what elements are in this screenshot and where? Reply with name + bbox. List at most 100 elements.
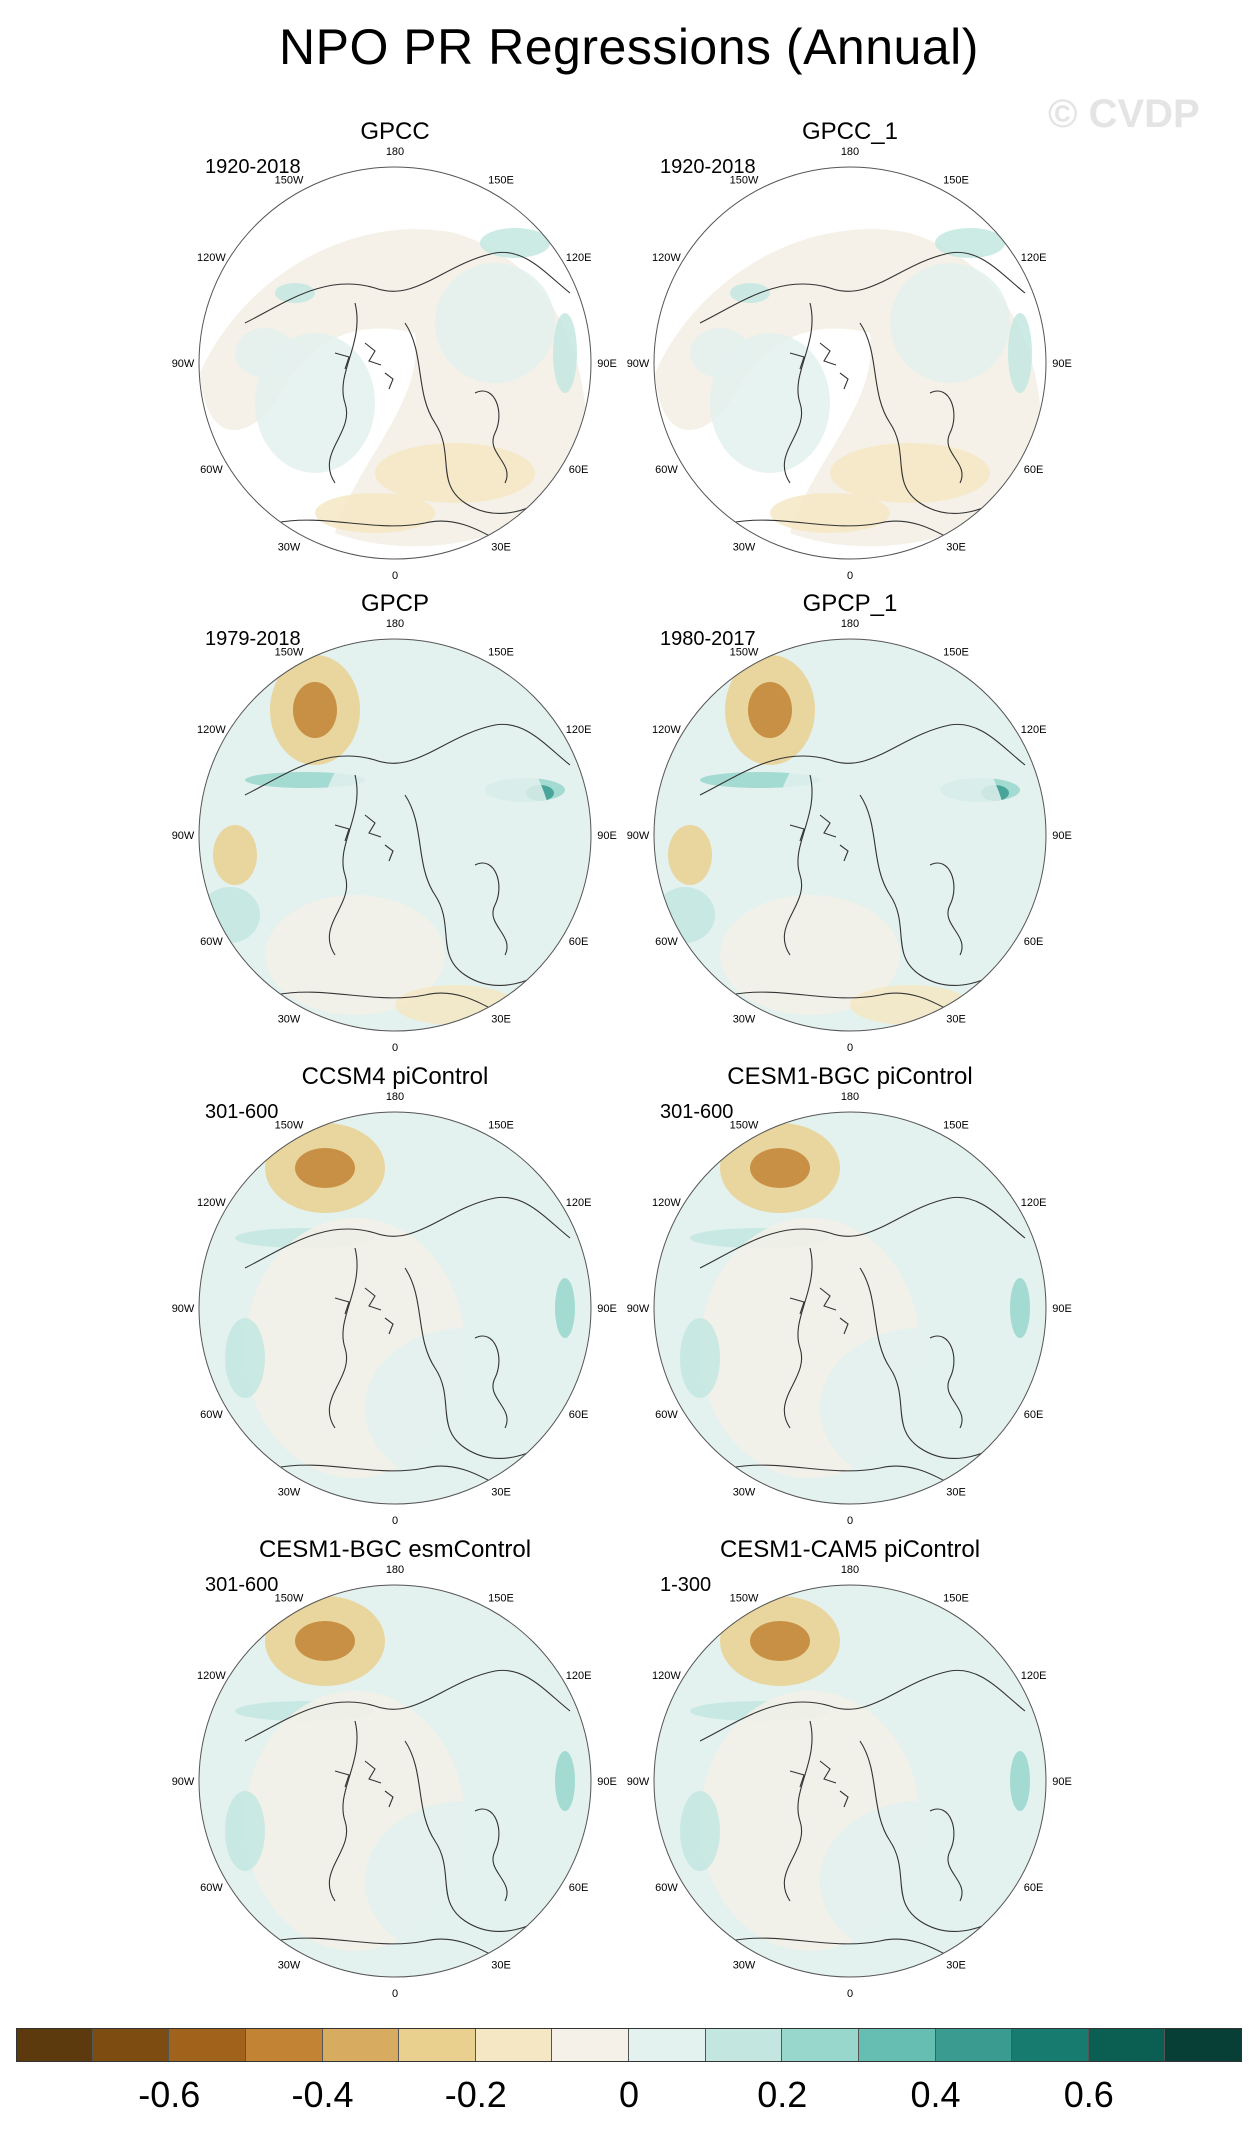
map-panel: GPCC_1 1920-2018 180 150E 120E 90E 60E 30E 0 30W 6…	[627, 118, 1210, 588]
map-boundary	[653, 1111, 1047, 1505]
longitude-label: 150W	[275, 1592, 304, 1604]
colorbar-segment	[935, 2028, 1013, 2062]
longitude-label: 150E	[488, 174, 514, 186]
anomaly-region	[668, 825, 712, 885]
longitude-label: 30E	[946, 542, 966, 554]
longitude-label: 30E	[491, 1487, 511, 1499]
anomaly-region	[820, 1801, 1020, 1961]
coastline	[404, 1267, 566, 1459]
panel-title: CESM1-BGC esmControl	[258, 1536, 532, 1563]
anomaly-region	[293, 682, 337, 738]
anomaly-region	[365, 1328, 565, 1488]
panel-period: 1-300	[660, 1574, 712, 1596]
longitude-label: 150W	[275, 646, 304, 658]
longitude-label: 60E	[1024, 936, 1044, 948]
longitude-label: 60W	[200, 936, 223, 948]
coastline	[334, 814, 394, 862]
longitude-label: 150E	[488, 1119, 514, 1131]
map-boundary	[198, 1584, 592, 1978]
panel-title: GPCP_1	[802, 590, 898, 617]
colorbar-tick-label: -0.2	[444, 2074, 507, 2115]
colorbar-tick-label: 0.6	[1063, 2074, 1114, 2115]
longitude-label: 30W	[733, 1487, 756, 1499]
longitude-label: 0	[847, 1042, 853, 1054]
longitude-label: 30E	[946, 1960, 966, 1972]
anomaly-region	[690, 328, 750, 378]
coastline	[328, 302, 358, 484]
coastline	[328, 1247, 358, 1429]
coastline	[699, 723, 1026, 796]
anomaly-region	[730, 283, 770, 303]
longitude-label: 60W	[655, 464, 678, 476]
longitude-label: 120W	[652, 724, 681, 736]
coastline	[328, 774, 358, 956]
anomaly-region	[265, 895, 445, 1015]
longitude-label: 120E	[566, 724, 592, 736]
longitude-label: 90W	[627, 1776, 650, 1788]
longitude-label: 90E	[1052, 1776, 1072, 1788]
anomaly-region	[435, 263, 555, 383]
map-boundary	[198, 1111, 592, 1505]
panel-title: CESM1-CAM5 piControl	[719, 1536, 981, 1563]
anomaly-region	[225, 1791, 265, 1871]
longitude-label: 180	[841, 146, 859, 158]
polar-map: 180 150E 120E 90E 60E 30E 0 30W 60W 90W 120W 150W	[172, 618, 617, 1054]
longitude-label: 90W	[172, 358, 195, 370]
longitude-label: 120E	[1021, 252, 1047, 264]
longitude-label: 90W	[172, 830, 195, 842]
colorbar-segment	[1165, 2028, 1242, 2062]
longitude-label: 150E	[488, 646, 514, 658]
polar-map: 180 150E 120E 90E 60E 30E 0 30W 60W 90W 120W 150W	[627, 146, 1072, 582]
coastline	[929, 1335, 963, 1429]
colorbar-segment	[399, 2028, 476, 2062]
anomaly-region	[385, 1168, 565, 1248]
anomaly-region	[680, 1791, 720, 1871]
map-panel: CCSM4 piControl 301-600 180 150E 120E 90E 60E 3…	[172, 1063, 755, 1533]
colorbar-segment	[1088, 2028, 1166, 2062]
longitude-label: 30W	[733, 1014, 756, 1026]
longitude-label: 120E	[1021, 724, 1047, 736]
coastline	[783, 774, 813, 956]
colorbar-segment	[629, 2028, 706, 2062]
longitude-label: 120E	[566, 1197, 592, 1209]
coastline	[859, 1740, 1021, 1932]
polar-map: 180 150E 120E 90E 60E 30E 0 30W 60W 90W 120W 150W	[627, 618, 1072, 1054]
longitude-label: 0	[847, 570, 853, 582]
longitude-label: 180	[841, 1564, 859, 1576]
panel-title: CCSM4 piControl	[301, 1063, 489, 1090]
anomaly-region	[748, 682, 792, 738]
longitude-label: 30E	[946, 1487, 966, 1499]
longitude-label: 150W	[730, 1592, 759, 1604]
longitude-label: 150E	[943, 1592, 969, 1604]
panel-period: 1979-2018	[205, 628, 301, 650]
panel-period: 1920-2018	[205, 156, 301, 178]
panel-title: GPCC_1	[801, 118, 899, 145]
longitude-label: 60E	[569, 936, 589, 948]
longitude-label: 0	[847, 1515, 853, 1527]
anomaly-region	[385, 1641, 565, 1721]
anomaly-region	[295, 1148, 355, 1188]
longitude-label: 150E	[488, 1592, 514, 1604]
anomaly-region	[553, 313, 577, 393]
anomaly-region	[275, 283, 315, 303]
colorbar-segment	[16, 2028, 93, 2062]
coastline	[929, 390, 963, 484]
anomaly-region	[225, 1318, 265, 1398]
coastline	[244, 251, 571, 324]
polar-map: 180 150E 120E 90E 60E 30E 0 30W 60W 90W 120W 150W	[627, 1091, 1072, 1527]
longitude-label: 30W	[278, 1014, 301, 1026]
coastline	[789, 814, 849, 862]
coastline	[474, 1335, 508, 1429]
longitude-label: 120E	[566, 252, 592, 264]
anomaly-region	[315, 493, 435, 533]
anomaly-region	[555, 1751, 575, 1811]
colorbar-tick-label: 0.4	[910, 2074, 961, 2115]
longitude-label: 120E	[566, 1670, 592, 1682]
colorbar-segment	[552, 2028, 629, 2062]
longitude-label: 90E	[597, 1303, 617, 1315]
longitude-label: 90E	[597, 830, 617, 842]
map-panel: GPCP 1979-2018 180 150E 120E 90E 60E 30E 0 30W 60W…	[172, 590, 755, 1060]
colorbar-tick-label: 0	[618, 2074, 640, 2115]
anomaly-region	[480, 228, 550, 258]
longitude-label: 0	[847, 1988, 853, 2000]
